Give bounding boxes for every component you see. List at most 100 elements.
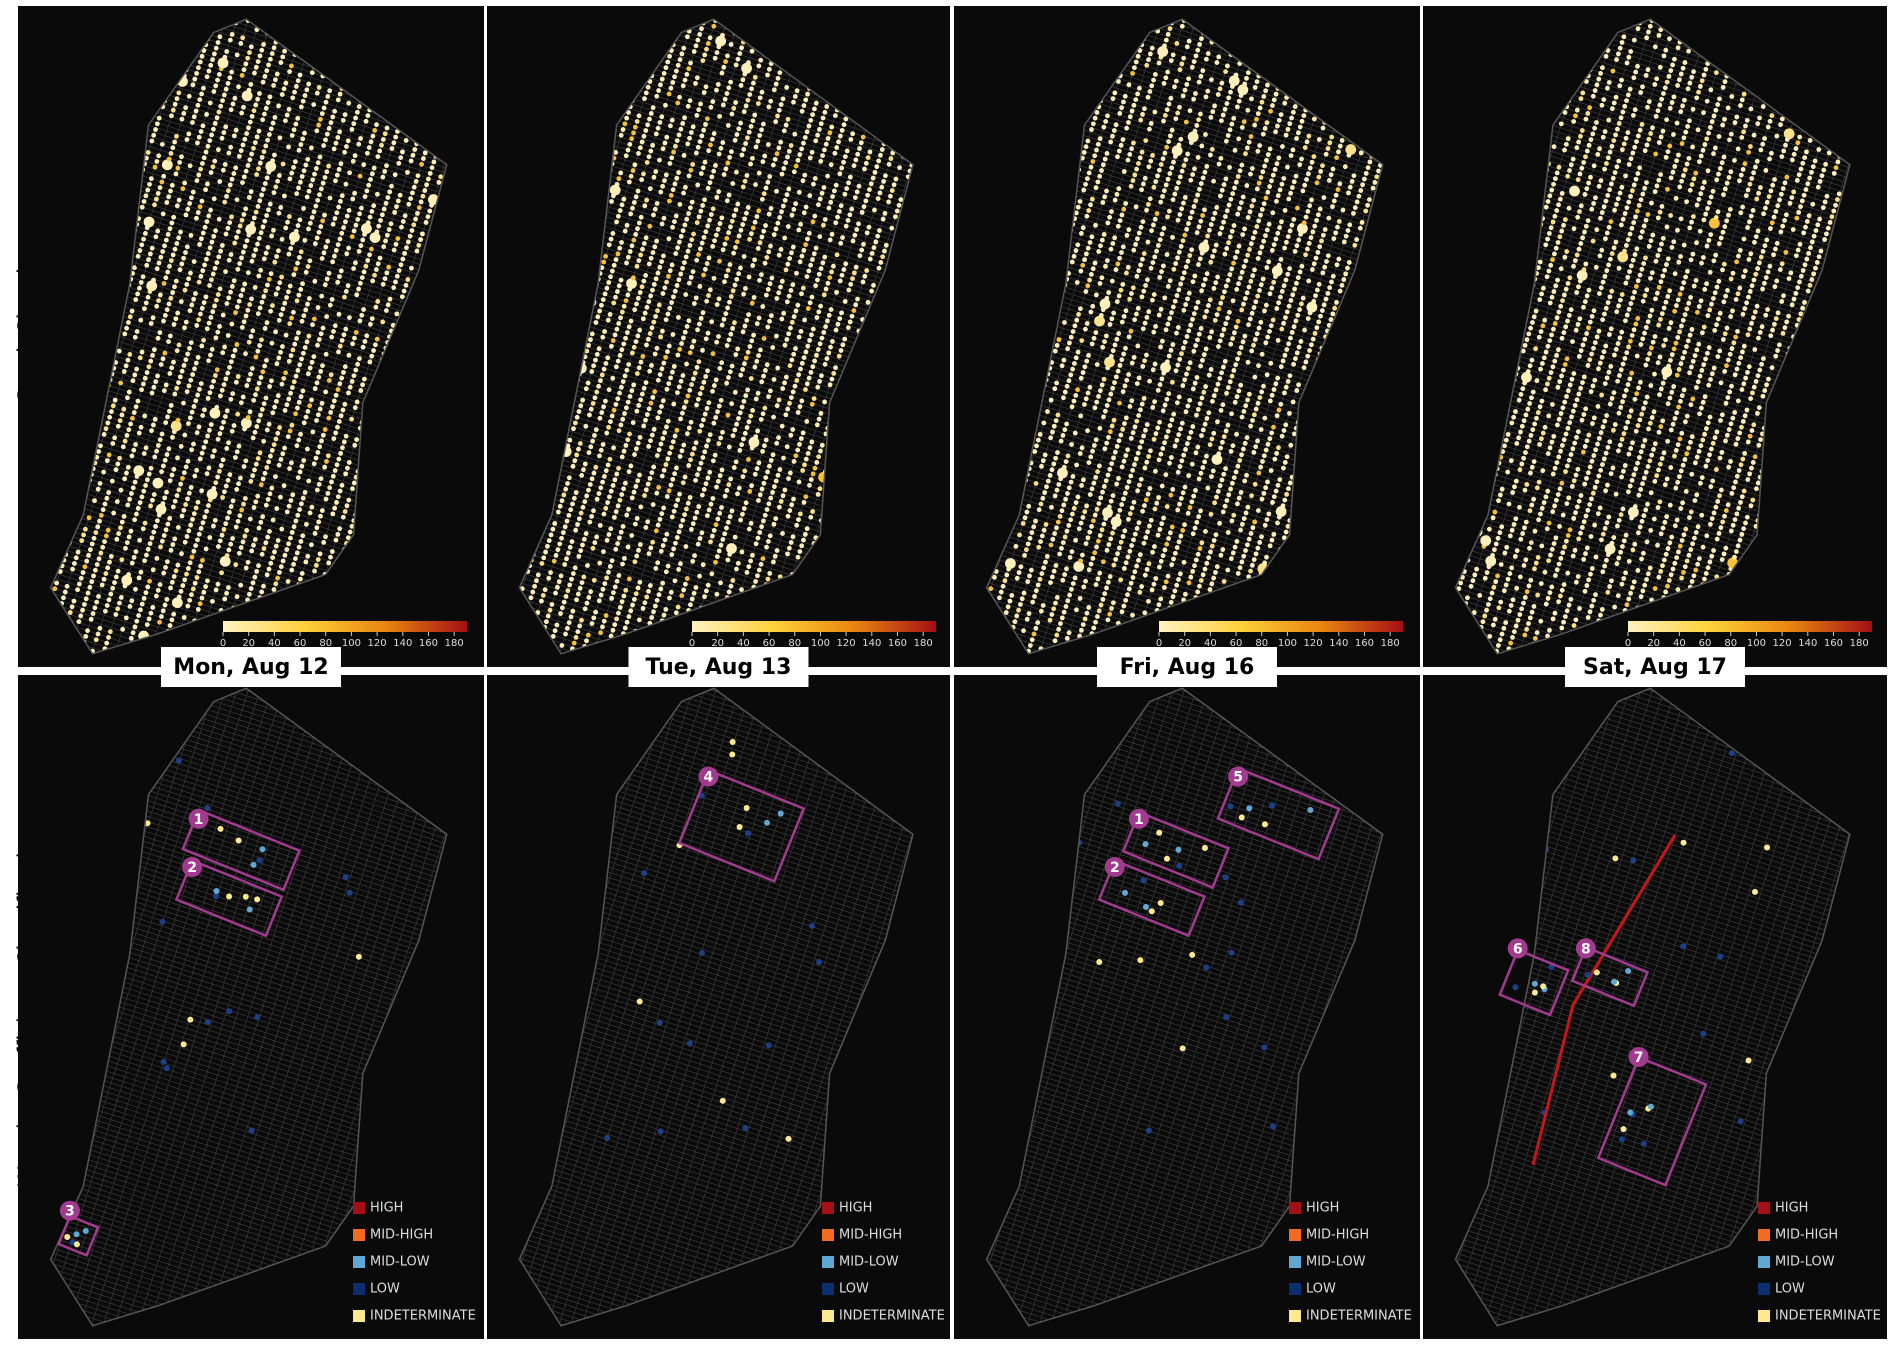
signal-dot: [399, 225, 404, 230]
signal-dot: [317, 230, 322, 235]
signal-dot: [249, 296, 254, 301]
signal-dot: [264, 213, 269, 218]
signal-dot: [374, 267, 379, 272]
signal-dot: [321, 540, 326, 545]
signal-dot: [416, 173, 421, 178]
signal-dot: [357, 211, 362, 216]
signal-dot: [204, 294, 209, 299]
signal-dot: [375, 299, 380, 304]
class-dot: [204, 805, 210, 811]
signal-dot: [242, 90, 253, 101]
signal-dot: [302, 420, 307, 425]
signal-dot: [96, 487, 101, 492]
signal-dot: [229, 322, 234, 327]
signal-dot: [383, 276, 388, 281]
signal-dot: [281, 307, 286, 312]
signal-dot: [137, 431, 142, 436]
signal-dot: [245, 308, 250, 313]
signal-dot: [292, 127, 297, 132]
signal-dot: [287, 321, 292, 326]
signal-dot: [139, 570, 144, 575]
signal-dot: [91, 574, 96, 579]
signal-dot: [174, 279, 179, 284]
signal-dot: [216, 582, 221, 587]
signal-dot: [281, 559, 286, 564]
signal-dot: [355, 400, 360, 405]
signal-dot: [341, 118, 346, 123]
signal-dot: [323, 137, 328, 142]
signal-dot: [272, 260, 277, 265]
signal-dot: [369, 139, 374, 144]
signal-dot: [205, 578, 210, 583]
signal-dot: [291, 272, 296, 277]
signal-dot: [264, 251, 269, 256]
signal-dot: [236, 374, 241, 379]
signal-dot: [215, 115, 220, 120]
signal-dot: [208, 390, 213, 395]
signal-dot: [68, 610, 73, 615]
signal-dot: [207, 466, 212, 471]
signal-dot: [257, 91, 262, 96]
signal-dot: [272, 153, 277, 158]
signal-dot: [206, 0, 211, 4]
signal-dot: [176, 525, 181, 530]
signal-dot: [274, 437, 279, 442]
signal-dot: [235, 267, 240, 272]
signal-dot: [316, 123, 321, 128]
signal-dot: [162, 281, 167, 286]
signal-dot: [369, 247, 374, 252]
signal-dot: [235, 594, 240, 599]
signal-dot: [123, 546, 128, 551]
signal-dot: [206, 396, 211, 401]
signal-dot: [402, 251, 407, 256]
signal-dot: [347, 208, 352, 213]
signal-dot: [187, 346, 192, 351]
signal-dot: [426, 214, 431, 219]
signal-dot: [1, 494, 6, 499]
signal-dot: [366, 183, 371, 188]
signal-dot: [372, 128, 377, 133]
signal-dot: [337, 312, 342, 317]
signal-dot: [255, 494, 260, 499]
signal-dot: [287, 252, 292, 257]
signal-dot: [165, 414, 170, 419]
signal-dot: [269, 126, 274, 131]
signal-dot: [276, 286, 281, 291]
signal-dot: [200, 306, 205, 311]
signal-dot: [264, 106, 269, 111]
signal-dot: [294, 374, 299, 379]
signal-dot: [132, 517, 137, 522]
signal-dot: [205, 182, 210, 187]
signal-dot: [236, 519, 241, 524]
signal-dot: [228, 0, 233, 5]
signal-dot: [238, 41, 243, 46]
signal-dot: [615, 0, 620, 4]
signal-dot: [334, 538, 339, 543]
signal-dot: [130, 453, 135, 458]
signal-dot: [299, 0, 304, 2]
signal-dot: [282, 446, 287, 451]
signal-dot: [187, 598, 192, 603]
signal-dot: [181, 256, 186, 261]
signal-dot: [280, 92, 285, 97]
signal-dot: [190, 555, 195, 560]
signal-dot: [265, 175, 270, 180]
signal-dot: [284, 333, 289, 338]
signal-dot: [264, 396, 269, 401]
signal-dot: [86, 553, 91, 558]
signal-dot: [155, 556, 160, 561]
signal-dot: [248, 479, 253, 484]
signal-dot: [227, 75, 232, 80]
signal-dot: [300, 533, 305, 538]
signal-dot: [196, 172, 201, 177]
signal-dot: [74, 555, 79, 560]
signal-dot: [399, 262, 404, 267]
signal-dot: [296, 438, 301, 443]
class-dot: [249, 1128, 255, 1134]
signal-dot: [242, 534, 247, 539]
signal-dot: [213, 518, 218, 523]
signal-dot: [346, 283, 351, 288]
signal-dot: [301, 313, 306, 318]
signal-dot: [235, 412, 240, 417]
signal-dot: [428, 171, 433, 176]
